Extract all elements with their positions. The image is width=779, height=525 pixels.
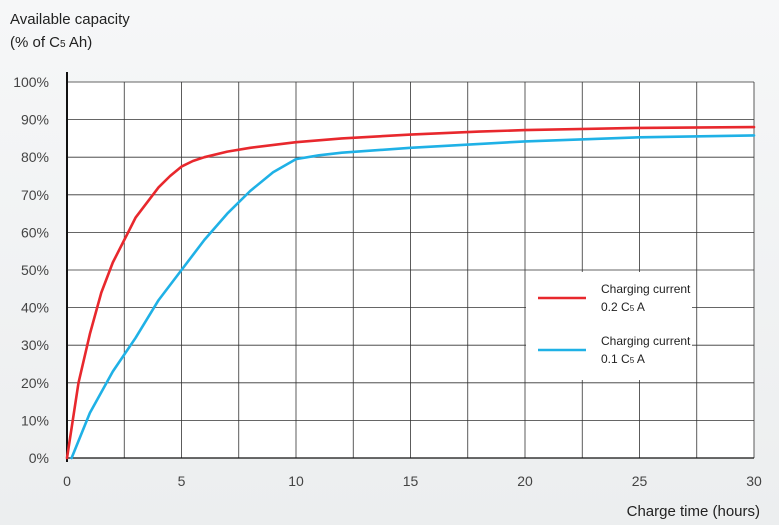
y-tick-label: 60% — [21, 224, 49, 240]
x-tick-label: 25 — [632, 473, 648, 489]
legend-label-line1: Charging current — [601, 282, 691, 296]
series-line-red — [65, 125, 756, 460]
x-tick-label: 30 — [746, 473, 762, 489]
y-tick-label: 90% — [21, 112, 49, 128]
y-tick-label: 10% — [21, 412, 49, 428]
y-tick-label: 50% — [21, 262, 49, 278]
legend-subscript: 5 — [630, 356, 635, 365]
x-tick-label: 0 — [63, 473, 71, 489]
x-tick-label: 20 — [517, 473, 533, 489]
legend-subscript: 5 — [630, 304, 635, 313]
y-tick-label: 0% — [29, 450, 49, 466]
y-tick-label: 100% — [13, 74, 49, 90]
x-tick-label: 5 — [178, 473, 186, 489]
legend-box — [526, 272, 692, 380]
y-axis-label-line2: (% of C5 Ah) — [10, 34, 92, 51]
y-tick-label: 30% — [21, 337, 49, 353]
y-tick-label: 40% — [21, 300, 49, 316]
y-tick-label: 70% — [21, 187, 49, 203]
y-tick-label: 20% — [21, 375, 49, 391]
series-line-blue — [70, 134, 756, 460]
y-axis-label-line1: Available capacity — [10, 11, 130, 28]
legend-label-line2: 0.2 C5 A — [601, 300, 645, 314]
legend-label-line1: Charging current — [601, 334, 691, 348]
x-axis-label: Charge time (hours) — [627, 503, 760, 520]
y-axis-label-subscript: 5 — [60, 39, 66, 50]
legend-label-line2: 0.1 C5 A — [601, 352, 645, 366]
x-tick-label: 15 — [403, 473, 419, 489]
x-tick-label: 10 — [288, 473, 304, 489]
y-tick-label: 80% — [21, 149, 49, 165]
